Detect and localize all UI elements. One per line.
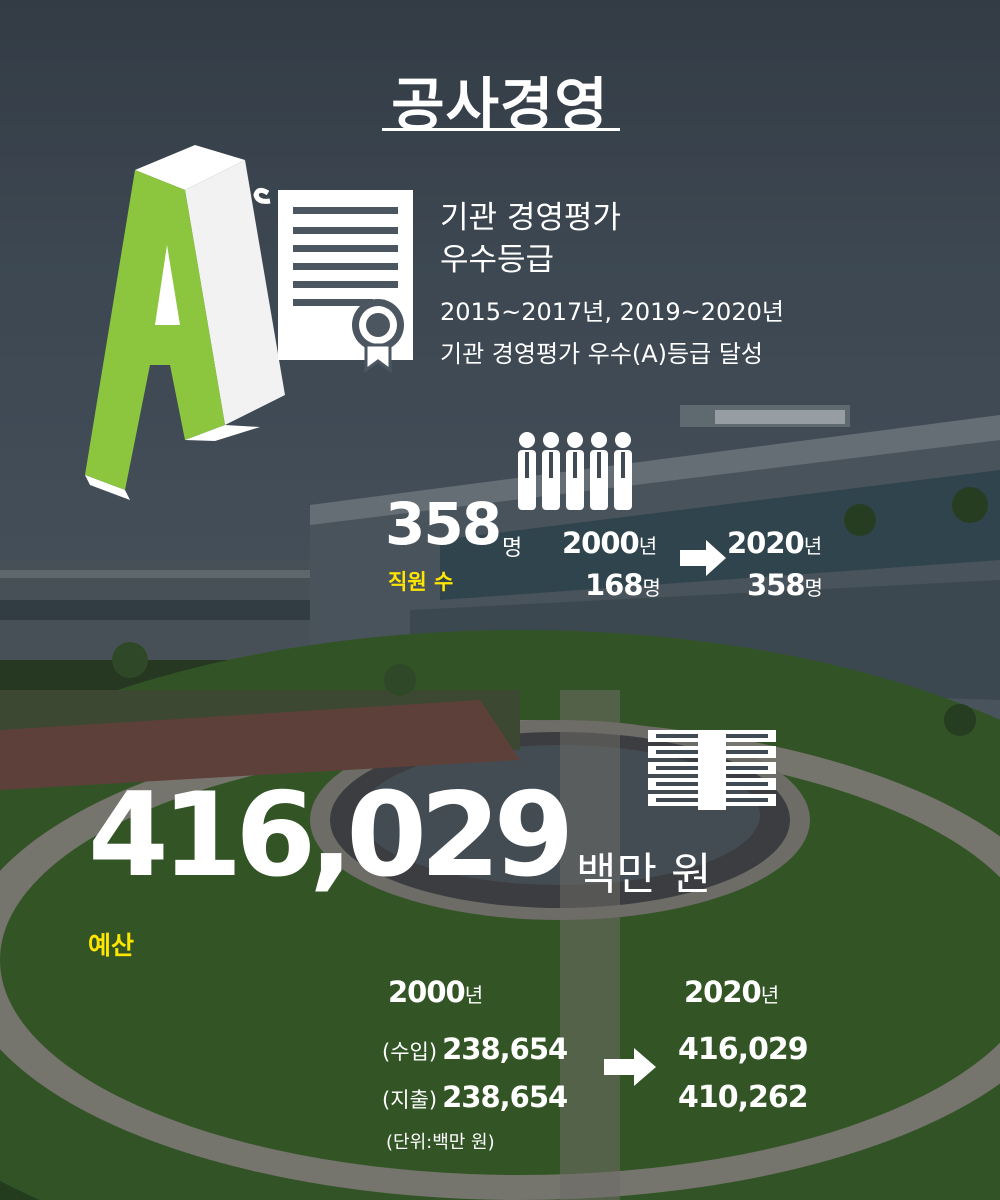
staff-from-value: 168명 [585,568,661,602]
budget-unit-note: (단위:백만 원) [386,1132,495,1153]
arrow-right-icon [604,1048,656,1086]
letter-a-3d-icon [85,145,285,500]
budget-label: 예산 [88,931,135,960]
page-title: 공사경영 [391,71,609,139]
budget-to-year: 2020년 [684,975,780,1009]
evaluation-heading-line1: 기관 경영평가 [440,200,621,236]
evaluation-heading-line2: 우수등급 [440,242,555,278]
arrow-right-icon [680,540,726,576]
budget-number: 416,029 [88,768,574,903]
certificate-icon [253,187,413,373]
evaluation-detail-line1: 2015~2017년, 2019~2020년 [440,298,784,326]
budget-from-expense: (지출) 238,654 [382,1080,568,1114]
staff-number: 358 [385,490,502,558]
staff-to-value: 358명 [747,568,823,602]
people-icon [518,432,632,510]
budget-to-expense: 410,262 [678,1080,809,1115]
money-stack-icon [648,730,776,810]
staff-from-year: 2000년 [562,526,658,560]
budget-number-unit: 백만 원 [576,849,712,900]
title-underline [382,128,620,131]
budget-to-income: 416,029 [678,1032,809,1067]
budget-from-income: (수입) 238,654 [382,1032,568,1066]
staff-to-year: 2020년 [727,526,823,560]
evaluation-detail-line2: 기관 경영평가 우수(A)등급 달성 [440,340,763,368]
staff-label: 직원 수 [388,570,454,594]
budget-from-year: 2000년 [388,975,484,1009]
staff-number-unit: 명 [502,536,523,561]
